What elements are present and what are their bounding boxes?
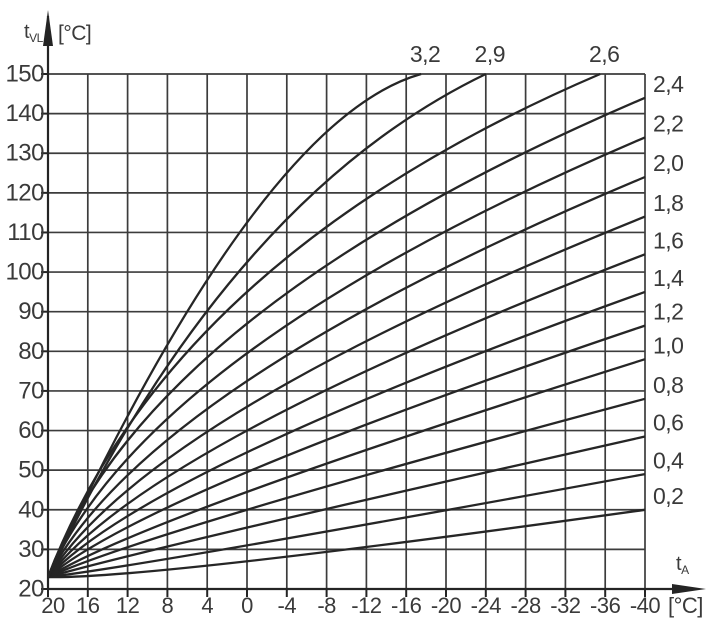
x-tick-label-12: 12 — [116, 593, 140, 618]
curve-label-0-2: 0,2 — [653, 483, 683, 509]
heating-curve-2-9 — [46, 72, 487, 578]
x-tick-label-16: 16 — [76, 593, 100, 618]
y-tick-label-30: 30 — [18, 536, 44, 563]
heating-curve-1-6 — [47, 253, 646, 578]
x-axis-arrow-icon — [672, 584, 706, 594]
curve-label-2-0: 2,0 — [653, 150, 683, 176]
curve-label-0-4: 0,4 — [653, 447, 684, 473]
heating-curve-1-2 — [47, 324, 646, 578]
x-axis-title-sub: A — [681, 563, 689, 577]
heating-curve-0-6 — [47, 435, 646, 579]
x-tick-label-8: 8 — [162, 593, 174, 618]
x-axis-unit: [°C] — [668, 593, 703, 618]
heating-curve-0-8 — [47, 397, 646, 579]
y-tick-label-110: 110 — [7, 219, 44, 246]
curve-label-1-2: 1,2 — [653, 299, 683, 325]
y-axis-title-sub: VL — [29, 31, 44, 45]
x-axis-title: tA — [676, 553, 689, 577]
y-axis-unit: [°C] — [58, 22, 91, 45]
y-tick-label-40: 40 — [18, 496, 44, 523]
x-tick-label--8: -8 — [317, 593, 336, 618]
x-tick-label--12: -12 — [351, 593, 382, 618]
y-axis-title: tVL — [24, 21, 44, 45]
x-tick-label--32: -32 — [550, 593, 581, 618]
y-tick-label-60: 60 — [18, 417, 44, 444]
curve-label-1-6: 1,6 — [653, 227, 683, 253]
y-tick-label-50: 50 — [18, 457, 44, 484]
y-tick-label-100: 100 — [5, 259, 44, 286]
x-tick-label--40: -40 — [630, 593, 661, 618]
x-tick-label-4: 4 — [201, 593, 213, 618]
curve-label-2-4: 2,4 — [653, 71, 684, 97]
curve-label-2-2: 2,2 — [653, 111, 683, 137]
curve-label-1-8: 1,8 — [653, 190, 683, 216]
y-tick-label-20: 20 — [18, 576, 44, 603]
heating-curve-2-0 — [46, 175, 646, 578]
y-tick-label-140: 140 — [5, 100, 44, 127]
y-tick-label-130: 130 — [5, 140, 44, 167]
y-tick-label-90: 90 — [18, 298, 44, 325]
y-tick-label-70: 70 — [18, 377, 44, 404]
x-tick-label--16: -16 — [391, 593, 422, 618]
x-tick-label--36: -36 — [590, 593, 621, 618]
x-tick-label--4: -4 — [278, 593, 297, 618]
curve-label-0-6: 0,6 — [653, 410, 683, 436]
heating-curve-1-4 — [47, 290, 646, 578]
heating-curve-0-4 — [47, 472, 646, 579]
curve-label-1-4: 1,4 — [653, 265, 684, 291]
heating-curve-0-2 — [47, 508, 646, 579]
curve-label-0-8: 0,8 — [653, 372, 683, 398]
y-tick-label-150: 150 — [5, 61, 44, 88]
x-tick-label--28: -28 — [510, 593, 541, 618]
curve-label-3-2: 3,2 — [410, 41, 440, 67]
curve-label-1-0: 1,0 — [653, 332, 683, 358]
heating-curve-1-8 — [47, 215, 646, 578]
y-axis-arrow-icon — [43, 10, 53, 46]
x-tick-label-0: 0 — [241, 593, 253, 618]
heating-curve-2-2 — [46, 136, 646, 578]
x-tick-label--24: -24 — [471, 593, 502, 618]
x-tick-label-20: 20 — [41, 593, 65, 618]
heating-curve-3-2 — [46, 72, 422, 578]
y-tick-label-80: 80 — [18, 338, 44, 365]
curve-label-2-6: 2,6 — [589, 41, 619, 67]
curve-label-2-9: 2,9 — [475, 41, 505, 67]
y-tick-label-120: 120 — [5, 179, 44, 206]
heating-curve-1-0 — [47, 358, 646, 579]
x-tick-label--20: -20 — [431, 593, 462, 618]
